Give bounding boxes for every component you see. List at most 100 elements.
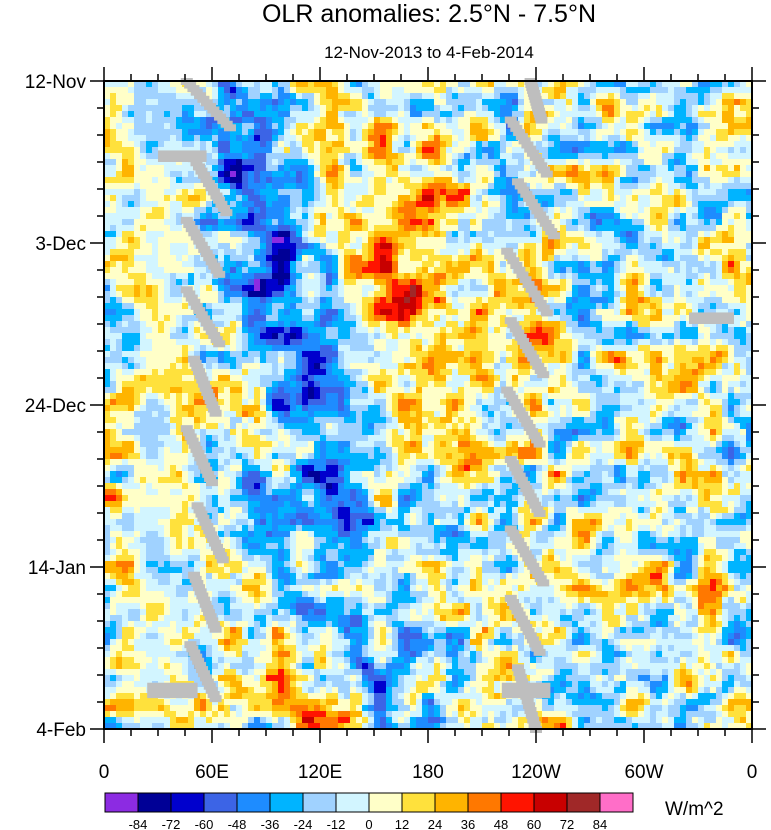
field-cell <box>638 129 645 136</box>
field-cell <box>380 177 387 184</box>
field-cell <box>242 171 249 178</box>
field-cell <box>710 237 717 244</box>
field-cell <box>356 219 363 226</box>
field-cell <box>428 135 435 142</box>
field-cell <box>458 249 465 256</box>
field-cell <box>488 213 495 220</box>
field-cell <box>650 177 657 184</box>
field-cell <box>326 303 333 310</box>
field-cell <box>128 153 135 160</box>
field-cell <box>632 129 639 136</box>
field-cell <box>206 201 213 208</box>
field-cell <box>206 87 213 94</box>
field-cell <box>626 345 633 352</box>
field-cell <box>608 135 615 142</box>
field-cell <box>542 93 549 100</box>
field-cell <box>716 207 723 214</box>
field-cell <box>614 165 621 172</box>
field-cell <box>512 279 519 286</box>
field-cell <box>494 327 501 334</box>
field-cell <box>536 81 543 88</box>
field-cell <box>248 273 255 280</box>
field-cell <box>260 345 267 352</box>
field-cell <box>464 111 471 118</box>
field-cell <box>488 93 495 100</box>
field-cell <box>434 165 441 172</box>
field-cell <box>128 105 135 112</box>
field-cell <box>650 279 657 286</box>
field-cell <box>584 111 591 118</box>
field-cell <box>260 255 267 262</box>
field-cell <box>320 339 327 346</box>
field-cell <box>326 123 333 130</box>
field-cell <box>584 135 591 142</box>
field-cell <box>410 123 417 130</box>
field-cell <box>266 153 273 160</box>
field-cell <box>662 309 669 316</box>
field-cell <box>266 87 273 94</box>
field-cell <box>368 267 375 274</box>
field-cell <box>110 243 117 250</box>
field-cell <box>482 141 489 148</box>
field-cell <box>662 171 669 178</box>
field-cell <box>734 87 741 94</box>
field-cell <box>584 267 591 274</box>
field-cell <box>494 267 501 274</box>
field-cell <box>494 309 501 316</box>
field-cell <box>320 93 327 100</box>
field-cell <box>392 123 399 130</box>
field-cell <box>392 183 399 190</box>
field-cell <box>590 183 597 190</box>
field-cell <box>728 303 735 310</box>
field-cell <box>362 201 369 208</box>
field-cell <box>386 135 393 142</box>
field-cell <box>644 249 651 256</box>
field-cell <box>398 225 405 232</box>
field-cell <box>194 111 201 118</box>
field-cell <box>428 255 435 262</box>
field-cell <box>440 225 447 232</box>
field-cell <box>668 135 675 142</box>
field-cell <box>578 267 585 274</box>
field-cell <box>608 261 615 268</box>
field-cell <box>242 243 249 250</box>
field-cell <box>278 213 285 220</box>
field-cell <box>338 171 345 178</box>
field-cell <box>566 159 573 166</box>
field-cell <box>614 297 621 304</box>
field-cell <box>350 189 357 196</box>
field-cell <box>350 351 357 358</box>
field-cell <box>374 237 381 244</box>
field-cell <box>578 93 585 100</box>
field-cell <box>506 351 513 358</box>
field-cell <box>236 285 243 292</box>
field-cell <box>116 147 123 154</box>
field-cell <box>470 165 477 172</box>
field-cell <box>146 189 153 196</box>
field-cell <box>344 213 351 220</box>
field-cell <box>638 237 645 244</box>
field-cell <box>248 147 255 154</box>
field-cell <box>338 267 345 274</box>
field-cell <box>326 177 333 184</box>
field-cell <box>104 165 111 172</box>
field-cell <box>746 219 753 226</box>
field-cell <box>560 285 567 292</box>
field-cell <box>116 165 123 172</box>
field-cell <box>320 225 327 232</box>
field-cell <box>524 105 531 112</box>
field-cell <box>596 237 603 244</box>
field-cell <box>248 99 255 106</box>
field-cell <box>338 225 345 232</box>
field-cell <box>482 117 489 124</box>
field-cell <box>446 117 453 124</box>
field-cell <box>740 105 747 112</box>
field-cell <box>470 135 477 142</box>
field-cell <box>440 117 447 124</box>
field-cell <box>260 285 267 292</box>
field-cell <box>416 81 423 88</box>
field-cell <box>386 201 393 208</box>
field-cell <box>572 285 579 292</box>
field-cell <box>368 171 375 178</box>
field-cell <box>182 261 189 268</box>
